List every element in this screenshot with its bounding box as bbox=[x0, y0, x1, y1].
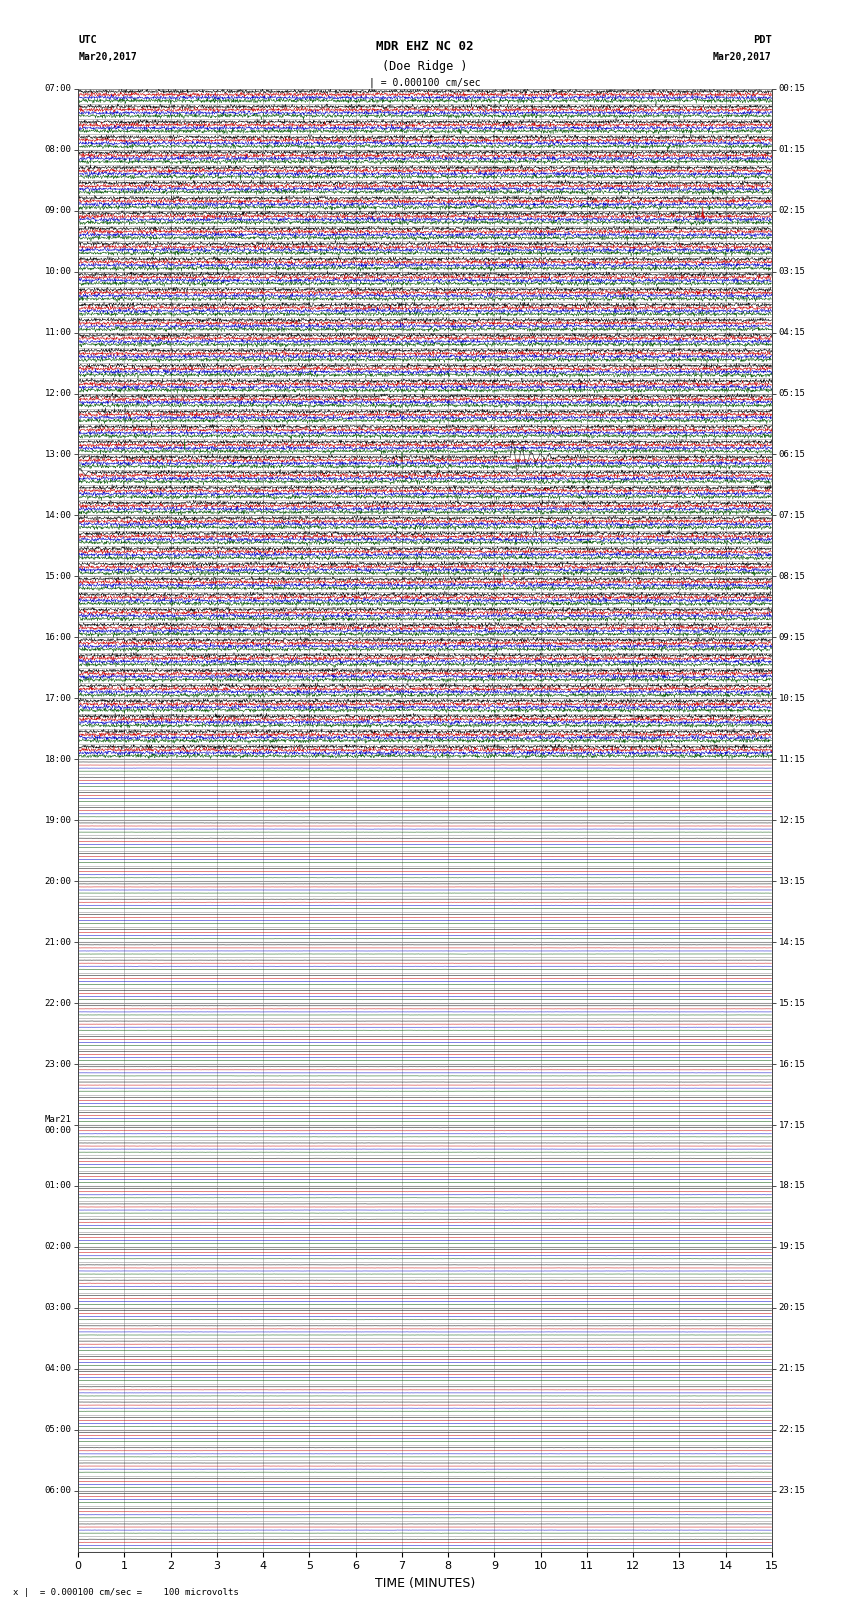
Text: (Doe Ridge ): (Doe Ridge ) bbox=[382, 60, 468, 73]
Text: PDT: PDT bbox=[753, 35, 772, 45]
Text: MDR EHZ NC 02: MDR EHZ NC 02 bbox=[377, 40, 473, 53]
Text: | = 0.000100 cm/sec: | = 0.000100 cm/sec bbox=[369, 77, 481, 89]
Text: UTC: UTC bbox=[78, 35, 97, 45]
Text: x |  = 0.000100 cm/sec =    100 microvolts: x | = 0.000100 cm/sec = 100 microvolts bbox=[13, 1587, 239, 1597]
Text: Mar20,2017: Mar20,2017 bbox=[78, 52, 137, 61]
Text: Mar20,2017: Mar20,2017 bbox=[713, 52, 772, 61]
X-axis label: TIME (MINUTES): TIME (MINUTES) bbox=[375, 1578, 475, 1590]
